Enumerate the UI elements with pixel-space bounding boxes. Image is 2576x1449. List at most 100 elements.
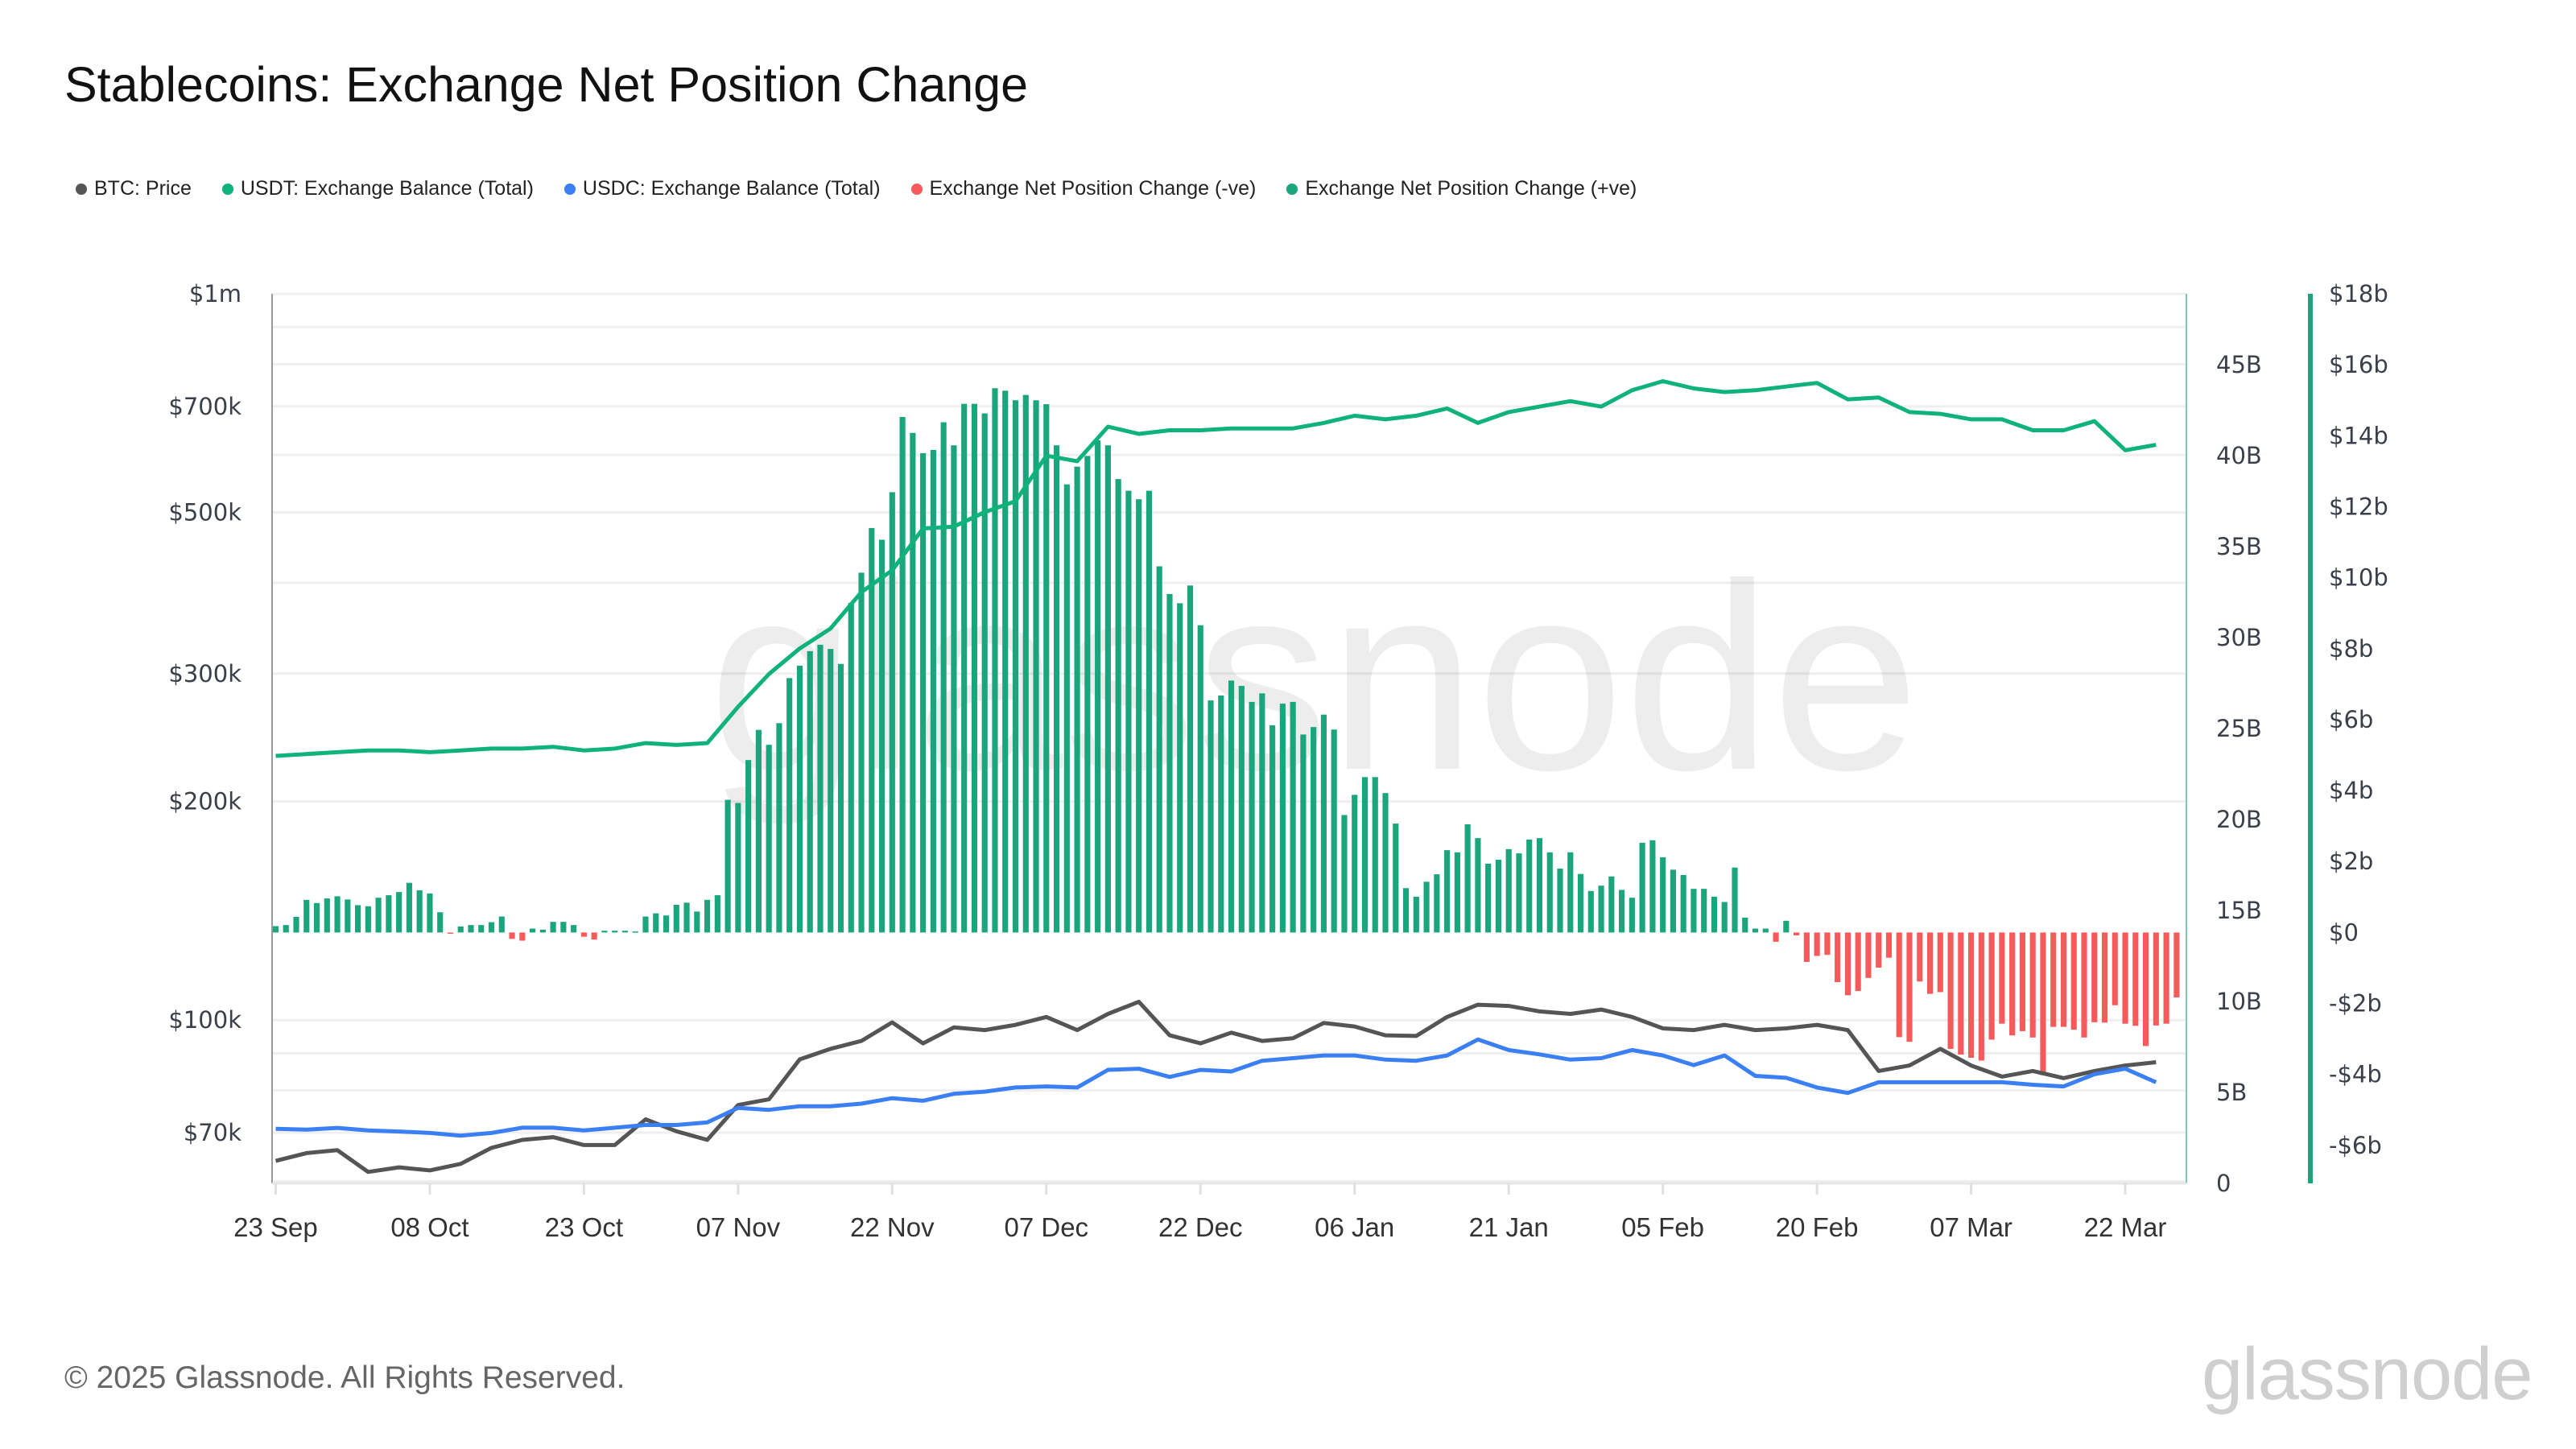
bar-positive <box>1546 852 1553 933</box>
bar-positive <box>1516 853 1522 933</box>
bar-positive <box>1526 839 1533 933</box>
bar-positive <box>817 644 824 933</box>
middle-axis-tick-label: 20B <box>2216 806 2262 833</box>
bar-positive <box>1649 840 1656 933</box>
bar-negative <box>2091 932 2098 1022</box>
legend-dot-icon <box>564 183 576 195</box>
bar-negative <box>1865 932 1872 978</box>
legend-dot-icon <box>1286 183 1298 195</box>
legend-item-btc-price[interactable]: BTC: Price <box>76 177 192 200</box>
bar-positive <box>437 912 444 933</box>
bar-positive <box>1053 445 1060 933</box>
left-axis-tick-label: $200k <box>168 788 242 815</box>
x-axis-tick-label: 22 Dec <box>1158 1212 1243 1242</box>
bar-positive <box>971 403 978 933</box>
bar-positive <box>858 572 865 933</box>
bar-positive <box>786 678 793 933</box>
bar-positive <box>1464 824 1471 933</box>
bar-positive <box>313 902 320 933</box>
bar-positive <box>878 539 886 933</box>
legend-item-usdt-balance[interactable]: USDT: Exchange Balance (Total) <box>221 177 534 200</box>
left-axis-tick-label: $300k <box>168 660 242 687</box>
bar-negative <box>509 932 515 939</box>
bar-positive <box>714 895 720 933</box>
bar-positive <box>745 760 752 933</box>
bar-positive <box>940 422 947 933</box>
bar-positive <box>1762 928 1769 933</box>
bar-negative <box>1803 932 1810 962</box>
bar-positive <box>272 926 279 933</box>
bar-positive <box>1115 479 1121 933</box>
bar-negative <box>591 932 597 940</box>
bar-positive <box>642 916 649 933</box>
bar-positive <box>1413 896 1419 933</box>
bar-negative <box>1876 932 1882 968</box>
legend-label: USDT: Exchange Balance (Total) <box>240 177 534 200</box>
bar-positive <box>1587 890 1594 933</box>
bar-negative <box>2009 932 2016 1036</box>
middle-axis-tick-label: 35B <box>2216 533 2262 560</box>
bar-positive <box>1331 729 1337 933</box>
right-axis-tick-label: $6b <box>2329 706 2373 733</box>
series-line-usdt <box>275 379 2157 758</box>
right-axis-tick-label: $8b <box>2329 635 2373 663</box>
bar-positive <box>776 723 782 933</box>
x-axis-tick-label: 07 Mar <box>1930 1212 2013 1242</box>
bar-positive <box>1311 727 1317 933</box>
middle-axis-tick-label: 5B <box>2216 1079 2247 1106</box>
bar-negative <box>1773 932 1779 942</box>
right-axis-tick-label: -$4b <box>2329 1061 2382 1088</box>
legend-item-net-change-negative[interactable]: Exchange Net Position Change (-ve) <box>910 177 1256 200</box>
bar-positive <box>1680 874 1686 933</box>
legend-item-net-change-positive[interactable]: Exchange Net Position Change (+ve) <box>1286 177 1637 200</box>
right-axis-tick-label: $4b <box>2329 777 2373 804</box>
bar-negative <box>2050 932 2057 1027</box>
bar-negative <box>2101 932 2108 1023</box>
bar-positive <box>345 899 351 933</box>
bar-positive <box>869 527 875 933</box>
bar-positive <box>930 449 936 933</box>
bar-positive <box>735 803 741 933</box>
series-lines <box>275 379 2157 1174</box>
x-axis-tick-label: 08 Oct <box>390 1212 469 1242</box>
bar-negative <box>1958 932 1964 1055</box>
bar-positive <box>694 911 700 933</box>
bar-positive <box>1269 724 1276 933</box>
bar-positive <box>1033 400 1039 933</box>
bar-positive <box>1670 869 1676 933</box>
bar-positive <box>1063 484 1070 933</box>
legend-label: USDC: Exchange Balance (Total) <box>582 177 881 200</box>
bar-positive <box>1567 852 1574 933</box>
bar-positive <box>1423 881 1430 933</box>
bar-positive <box>396 892 402 933</box>
bar-positive <box>1238 686 1245 933</box>
bar-positive <box>1084 456 1091 933</box>
copyright: © 2025 Glassnode. All Rights Reserved. <box>64 1360 625 1395</box>
bar-positive <box>704 899 711 933</box>
bar-negative <box>1947 932 1954 1049</box>
bar-negative <box>1978 932 1984 1061</box>
middle-axis-tick-label: 10B <box>2216 988 2262 1015</box>
bar-positive <box>1752 928 1759 933</box>
legend-item-usdc-balance[interactable]: USDC: Exchange Balance (Total) <box>564 177 881 200</box>
bar-positive <box>1690 889 1697 933</box>
bar-positive <box>1125 490 1132 933</box>
bar-positive <box>1701 889 1707 933</box>
bar-positive <box>1475 838 1481 933</box>
x-axis-tick-label: 07 Dec <box>1005 1212 1089 1242</box>
bar-positive <box>1732 867 1738 933</box>
bar-positive <box>1259 693 1265 933</box>
bar-negative <box>1917 932 1923 982</box>
bar-positive <box>324 898 330 933</box>
bar-positive <box>1402 888 1410 933</box>
bar-positive <box>828 649 834 933</box>
bar-positive <box>1393 824 1399 933</box>
bar-positive <box>1454 852 1460 933</box>
bar-positive <box>1711 896 1718 933</box>
bar-positive <box>961 403 968 933</box>
bar-negative <box>2029 932 2036 1038</box>
bar-positive <box>550 922 556 933</box>
bar-positive <box>1197 625 1203 933</box>
x-axis-tick-label: 20 Feb <box>1776 1212 1859 1242</box>
right-axis-tick-label: $18b <box>2329 280 2388 308</box>
